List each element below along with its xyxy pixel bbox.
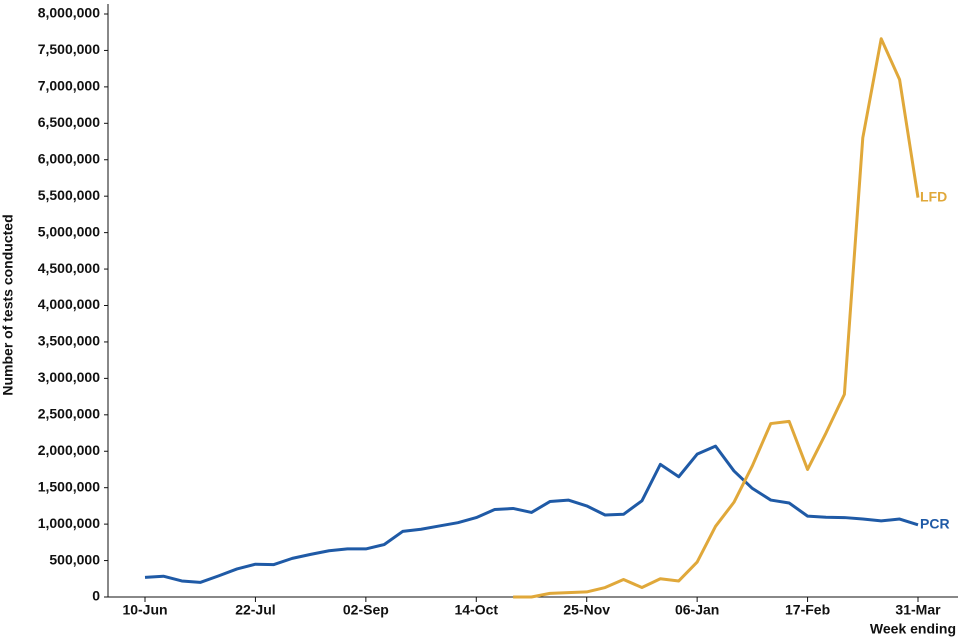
y-tick-label: 4,000,000 bbox=[38, 296, 100, 312]
y-axis-label: Number of tests conducted bbox=[0, 214, 16, 395]
y-tick-label: 2,500,000 bbox=[38, 406, 100, 422]
y-tick-label: 4,500,000 bbox=[38, 260, 100, 276]
x-tick-label: 17-Feb bbox=[785, 602, 830, 618]
line-series bbox=[144, 444, 919, 584]
series-label: LFD bbox=[920, 188, 947, 204]
y-tick-label: 2,000,000 bbox=[38, 442, 100, 458]
y-tick-label: 5,000,000 bbox=[38, 223, 100, 239]
y-tick-label: 7,500,000 bbox=[38, 41, 100, 57]
y-tick-label: 0 bbox=[92, 588, 100, 604]
y-tick-label: 8,000,000 bbox=[38, 5, 100, 21]
y-tick-label: 1,500,000 bbox=[38, 478, 100, 494]
y-tick-label: 500,000 bbox=[49, 551, 100, 567]
x-axis-label: Week ending bbox=[870, 621, 956, 637]
y-tick-label: 6,000,000 bbox=[38, 150, 100, 166]
y-tick-label: 6,500,000 bbox=[38, 114, 100, 130]
y-tick-label: 1,000,000 bbox=[38, 515, 100, 531]
x-tick-label: 06-Jan bbox=[675, 602, 719, 618]
x-tick-label: 02-Sep bbox=[343, 602, 389, 618]
y-tick-label: 3,000,000 bbox=[38, 369, 100, 385]
x-tick-label: 14-Oct bbox=[454, 602, 498, 618]
x-tick-label: 25-Nov bbox=[563, 602, 610, 618]
x-tick-label: 10-Jun bbox=[122, 602, 167, 618]
y-tick-label: 7,000,000 bbox=[38, 78, 100, 94]
line-series bbox=[513, 37, 920, 599]
x-tick-label: 31-Mar bbox=[895, 602, 941, 618]
series-label: PCR bbox=[920, 516, 950, 532]
y-tick-label: 3,500,000 bbox=[38, 333, 100, 349]
x-tick-label: 22-Jul bbox=[235, 602, 275, 618]
y-tick-label: 5,500,000 bbox=[38, 187, 100, 203]
